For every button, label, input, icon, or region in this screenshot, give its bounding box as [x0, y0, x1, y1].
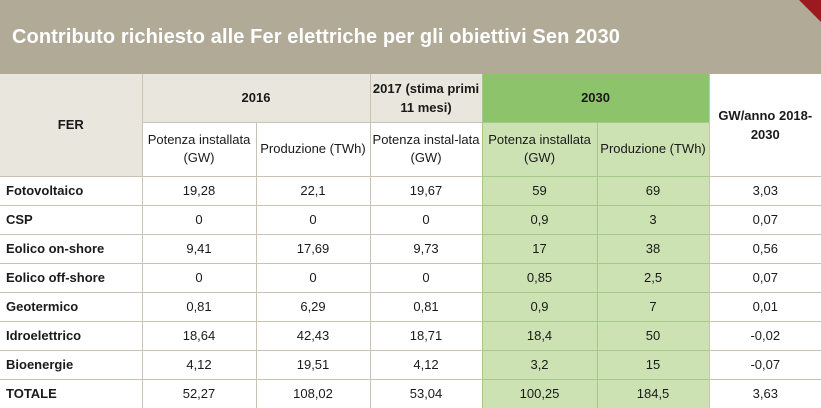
table-cell: 0,01 — [708, 291, 821, 321]
table-cell: 6,29 — [255, 291, 371, 321]
table-cell: 184,5 — [596, 378, 710, 408]
header-produzione-2016: Produzione (TWh) — [255, 121, 371, 176]
row-label: Idroelettrico — [0, 320, 142, 350]
table-cell: 19,67 — [369, 175, 483, 205]
table-cell: 22,1 — [255, 175, 371, 205]
header-gw-anno: GW/anno 2018-2030 — [708, 74, 821, 176]
table-cell: 59 — [481, 175, 598, 205]
row-label: Eolico on-shore — [0, 233, 142, 263]
row-label: CSP — [0, 204, 142, 234]
corner-decoration — [799, 0, 821, 22]
table-cell: 0,07 — [708, 204, 821, 234]
table-cell: 18,71 — [369, 320, 483, 350]
table-cell: 38 — [596, 233, 710, 263]
fer-table: FER 2016 2017 (stima primi 11 mesi) 2030… — [0, 74, 821, 408]
table-cell: 9,41 — [141, 233, 256, 263]
header-fer: FER — [0, 74, 142, 176]
table-cell: 0 — [369, 262, 483, 292]
table-cell: 18,4 — [481, 320, 598, 350]
header-2030: 2030 — [481, 74, 710, 122]
table-cell: 0,81 — [141, 291, 256, 321]
table-cell: 3,03 — [708, 175, 821, 205]
table-cell: -0,02 — [708, 320, 821, 350]
table-cell: 7 — [596, 291, 710, 321]
table-cell: 100,25 — [481, 378, 598, 408]
table-cell: 18,64 — [141, 320, 256, 350]
table-cell: 15 — [596, 349, 710, 379]
row-label: Geotermico — [0, 291, 142, 321]
table-cell: 4,12 — [369, 349, 483, 379]
table-cell: 17,69 — [255, 233, 371, 263]
table-cell: 9,73 — [369, 233, 483, 263]
table-cell: 52,27 — [141, 378, 256, 408]
table-cell: -0,07 — [708, 349, 821, 379]
table-cell: 0 — [255, 204, 371, 234]
table-cell: 0,56 — [708, 233, 821, 263]
table-row: Fotovoltaico 19,28 22,1 19,67 59 69 3,03 — [0, 175, 821, 205]
table-row: TOTALE 52,27 108,02 53,04 100,25 184,5 3,63 — [0, 378, 821, 408]
table-cell: 0 — [141, 262, 256, 292]
table-row: Bioenergie 4,12 19,51 4,12 3,2 15 -0,07 — [0, 349, 821, 379]
table-cell: 0,9 — [481, 204, 598, 234]
title-bar: Contributo richiesto alle Fer elettriche… — [0, 0, 821, 74]
table-cell: 19,28 — [141, 175, 256, 205]
table-cell: 69 — [596, 175, 710, 205]
row-label: Eolico off-shore — [0, 262, 142, 292]
table-cell: 3,63 — [708, 378, 821, 408]
table-cell: 19,51 — [255, 349, 371, 379]
table-row: Geotermico 0,81 6,29 0,81 0,9 7 0,01 — [0, 291, 821, 321]
header-potenza-2017: Potenza instal-lata (GW) — [369, 121, 483, 176]
table-title: Contributo richiesto alle Fer elettriche… — [12, 26, 620, 48]
table-cell: 53,04 — [369, 378, 483, 408]
table-cell: 0,07 — [708, 262, 821, 292]
header-potenza-2030: Potenza installata (GW) — [481, 121, 598, 176]
table-row: CSP 0 0 0 0,9 3 0,07 — [0, 204, 821, 234]
table-cell: 0,85 — [481, 262, 598, 292]
table-row: Eolico off-shore 0 0 0 0,85 2,5 0,07 — [0, 262, 821, 292]
table-cell: 108,02 — [255, 378, 371, 408]
table-cell: 42,43 — [255, 320, 371, 350]
table-cell: 50 — [596, 320, 710, 350]
row-label: TOTALE — [0, 378, 142, 408]
table-cell: 17 — [481, 233, 598, 263]
row-label: Bioenergie — [0, 349, 142, 379]
table-cell: 4,12 — [141, 349, 256, 379]
table-cell: 0,9 — [481, 291, 598, 321]
table-cell: 0 — [369, 204, 483, 234]
table-cell: 0,81 — [369, 291, 483, 321]
table-cell: 0 — [141, 204, 256, 234]
table-cell: 0 — [255, 262, 371, 292]
table-row: Idroelettrico 18,64 42,43 18,71 18,4 50 -0,02 — [0, 320, 821, 350]
table-cell: 3,2 — [481, 349, 598, 379]
table-row: Eolico on-shore 9,41 17,69 9,73 17 38 0,56 — [0, 233, 821, 263]
header-2017: 2017 (stima primi 11 mesi) — [369, 74, 483, 122]
header-produzione-2030: Produzione (TWh) — [596, 121, 710, 176]
table-cell: 2,5 — [596, 262, 710, 292]
header-2016: 2016 — [141, 74, 371, 122]
row-label: Fotovoltaico — [0, 175, 142, 205]
header-potenza-2016: Potenza installata (GW) — [141, 121, 256, 176]
table-cell: 3 — [596, 204, 710, 234]
